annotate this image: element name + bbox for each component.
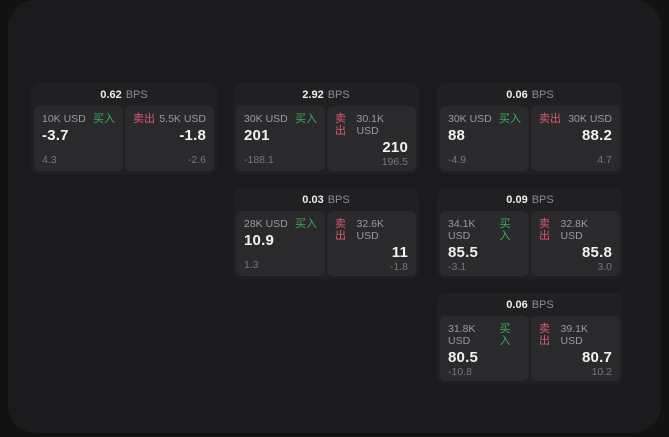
spread-unit: BPS	[531, 193, 554, 206]
buy-amount: 31.8K USD	[448, 323, 476, 347]
sell-delta: 10.2	[591, 366, 612, 378]
spread-value: 0.62	[100, 88, 122, 101]
buy-tile[interactable]: 30K USD 买入 88 -4.9	[440, 106, 529, 171]
quote-panels: 28K USD 买入 10.9 1.3 卖出 32.6K USD 11 -1.8	[233, 211, 419, 276]
quote-card: 2.92 BPS 30K USD 买入 201 -188.1 卖出 30.1K …	[233, 83, 419, 174]
sell-price: 85.8	[582, 244, 612, 261]
quote-card: 0.06 BPS 30K USD 买入 88 -4.9 卖出 30K USD	[437, 83, 623, 174]
sell-delta: -2.6	[187, 154, 206, 166]
sell-delta: 4.7	[597, 154, 612, 166]
sell-price: 88.2	[582, 127, 612, 144]
quote-card: 0.09 BPS 34.1K USD 买入 85.5 -3.1 卖出 32.8K…	[437, 188, 623, 279]
sell-amount: 30K USD	[568, 113, 612, 125]
quote-panels: 31.8K USD 买入 80.5 -10.8 卖出 39.1K USD 80.…	[437, 316, 623, 381]
quote-panels: 10K USD 买入 -3.7 4.3 卖出 5.5K USD -1.8 -2.…	[31, 106, 217, 171]
buy-side-label: 买入	[499, 218, 511, 242]
buy-amount: 34.1K USD	[448, 218, 476, 242]
buy-delta: -10.8	[448, 366, 472, 378]
spread-unit: BPS	[531, 298, 554, 311]
buy-delta: 4.3	[42, 154, 57, 166]
spread-unit: BPS	[125, 88, 148, 101]
buy-delta: -4.9	[448, 154, 467, 166]
buy-price: 201	[244, 127, 270, 144]
sell-delta: 196.5	[381, 156, 408, 168]
sell-side-label: 卖出	[133, 113, 155, 125]
buy-tile[interactable]: 30K USD 买入 201 -188.1	[236, 106, 325, 171]
buy-tile[interactable]: 31.8K USD 买入 80.5 -10.8	[440, 316, 529, 381]
sell-price: -1.8	[179, 127, 206, 144]
buy-amount: 10K USD	[42, 113, 86, 125]
buy-price: 80.5	[448, 349, 478, 366]
sell-price: 11	[391, 244, 408, 261]
buy-delta: -188.1	[244, 154, 274, 166]
spread-value: 0.06	[506, 298, 528, 311]
app-window: 0.62 BPS 10K USD 买入 -3.7 4.3 卖出 5.5K USD	[8, 0, 661, 433]
spread-value: 0.06	[506, 88, 528, 101]
buy-price: 85.5	[448, 244, 478, 261]
sell-delta: -1.8	[389, 261, 408, 273]
sell-side-label: 卖出	[539, 218, 550, 242]
buy-side-label: 买入	[93, 113, 115, 125]
quote-card: 0.03 BPS 28K USD 买入 10.9 1.3 卖出 32.6K US…	[233, 188, 419, 279]
sell-amount: 39.1K USD	[560, 323, 588, 347]
buy-amount: 28K USD	[244, 218, 288, 230]
buy-side-label: 买入	[499, 323, 511, 347]
quote-panels: 34.1K USD 买入 85.5 -3.1 卖出 32.8K USD 85.8…	[437, 211, 623, 276]
buy-delta: -3.1	[448, 261, 467, 273]
spread-value: 2.92	[302, 88, 324, 101]
sell-amount: 5.5K USD	[159, 113, 206, 125]
buy-amount: 30K USD	[448, 113, 492, 125]
quote-panels: 30K USD 买入 88 -4.9 卖出 30K USD 88.2 4.7	[437, 106, 623, 171]
quote-card: 0.62 BPS 10K USD 买入 -3.7 4.3 卖出 5.5K USD	[31, 83, 217, 174]
sell-tile[interactable]: 卖出 30.1K USD 210 196.5	[327, 106, 416, 171]
sell-side-label: 卖出	[539, 323, 550, 347]
sell-price: 80.7	[582, 349, 612, 366]
sell-side-label: 卖出	[539, 113, 561, 125]
sell-tile[interactable]: 卖出 32.8K USD 85.8 3.0	[531, 211, 620, 276]
sell-price: 210	[382, 139, 408, 156]
quote-card-header: 0.09 BPS	[437, 188, 623, 211]
quote-panels: 30K USD 买入 201 -188.1 卖出 30.1K USD 210 1…	[233, 106, 419, 171]
sell-amount: 30.1K USD	[356, 113, 384, 137]
buy-amount: 30K USD	[244, 113, 288, 125]
sell-tile[interactable]: 卖出 30K USD 88.2 4.7	[531, 106, 620, 171]
quote-card: 0.06 BPS 31.8K USD 买入 80.5 -10.8 卖出 39.1…	[437, 293, 623, 384]
quote-card-header: 2.92 BPS	[233, 83, 419, 106]
sell-delta: 3.0	[597, 261, 612, 273]
quote-card-header: 0.06 BPS	[437, 83, 623, 106]
buy-delta: 1.3	[244, 259, 259, 271]
sell-tile[interactable]: 卖出 39.1K USD 80.7 10.2	[531, 316, 620, 381]
sell-side-label: 卖出	[335, 218, 346, 242]
spread-value: 0.03	[302, 193, 324, 206]
buy-price: 10.9	[244, 232, 274, 249]
buy-price: 88	[448, 127, 466, 144]
sell-tile[interactable]: 卖出 32.6K USD 11 -1.8	[327, 211, 416, 276]
buy-price: -3.7	[42, 127, 69, 144]
sell-side-label: 卖出	[335, 113, 346, 137]
buy-side-label: 买入	[499, 113, 521, 125]
buy-tile[interactable]: 10K USD 买入 -3.7 4.3	[34, 106, 123, 171]
quote-card-header: 0.06 BPS	[437, 293, 623, 316]
sell-amount: 32.8K USD	[560, 218, 588, 242]
spread-value: 0.09	[506, 193, 528, 206]
quote-card-header: 0.62 BPS	[31, 83, 217, 106]
spread-unit: BPS	[531, 88, 554, 101]
spread-unit: BPS	[327, 193, 350, 206]
sell-amount: 32.6K USD	[356, 218, 384, 242]
buy-side-label: 买入	[295, 113, 317, 125]
quote-card-header: 0.03 BPS	[233, 188, 419, 211]
buy-tile[interactable]: 28K USD 买入 10.9 1.3	[236, 211, 325, 276]
spread-unit: BPS	[327, 88, 350, 101]
sell-tile[interactable]: 卖出 5.5K USD -1.8 -2.6	[125, 106, 214, 171]
buy-side-label: 买入	[295, 218, 317, 230]
buy-tile[interactable]: 34.1K USD 买入 85.5 -3.1	[440, 211, 529, 276]
